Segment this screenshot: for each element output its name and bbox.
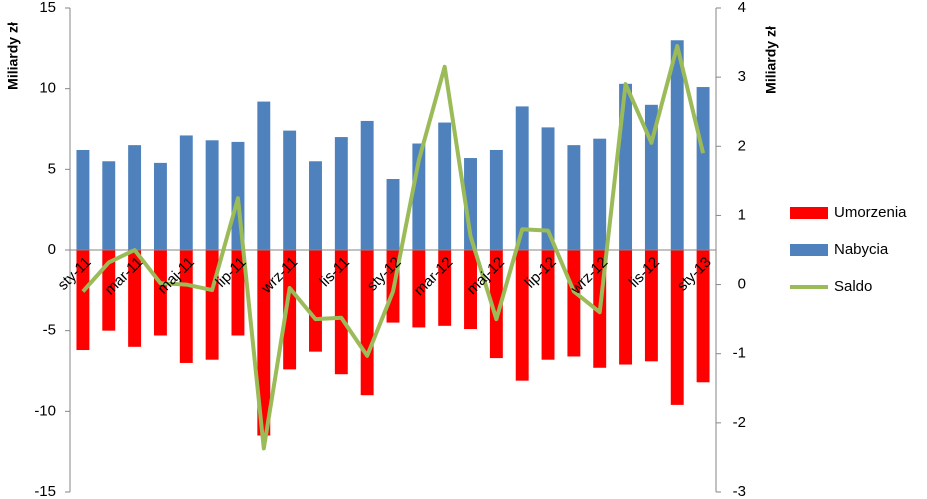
y2-tick-label: 1 bbox=[738, 206, 746, 223]
bar bbox=[128, 145, 142, 250]
bar bbox=[283, 250, 297, 370]
bar bbox=[515, 250, 529, 381]
bar bbox=[334, 137, 348, 250]
bar bbox=[489, 149, 503, 250]
bar bbox=[438, 250, 452, 326]
bar bbox=[257, 101, 271, 250]
bar bbox=[670, 250, 684, 405]
bar bbox=[644, 104, 658, 250]
bar bbox=[360, 120, 374, 250]
bar bbox=[76, 250, 90, 351]
bar bbox=[619, 250, 633, 365]
y2-tick-label: 4 bbox=[738, 0, 746, 16]
legend-label: Nabycia bbox=[834, 241, 889, 258]
bar bbox=[567, 250, 581, 357]
bar bbox=[102, 161, 116, 250]
bar bbox=[257, 250, 271, 436]
legend-label: Umorzenia bbox=[834, 204, 907, 221]
y2-axis-title: Miliardy zł bbox=[763, 26, 779, 94]
bar bbox=[205, 250, 219, 360]
bar bbox=[205, 140, 219, 250]
y-tick-label: -5 bbox=[43, 322, 56, 339]
bar bbox=[696, 87, 710, 250]
y2-tick-label: -1 bbox=[733, 345, 746, 362]
y-tick-label: 15 bbox=[39, 0, 56, 16]
bar bbox=[102, 250, 116, 331]
bar bbox=[283, 130, 297, 250]
bar bbox=[464, 250, 477, 330]
y-tick-label: -10 bbox=[34, 402, 56, 419]
bar bbox=[360, 250, 374, 396]
bar bbox=[179, 135, 193, 250]
y-axis-title: Miliardy zł bbox=[5, 22, 21, 90]
bar bbox=[644, 250, 658, 362]
y2-tick-label: 0 bbox=[738, 276, 746, 293]
bar bbox=[670, 40, 684, 251]
bar bbox=[438, 122, 452, 250]
bar bbox=[696, 250, 710, 383]
bar bbox=[153, 162, 167, 250]
bar bbox=[76, 149, 90, 250]
bar bbox=[593, 138, 607, 250]
bar bbox=[489, 250, 503, 359]
y-tick-label: 0 bbox=[48, 241, 56, 258]
bar bbox=[334, 250, 348, 375]
y-tick-label: -15 bbox=[34, 483, 56, 499]
bar bbox=[412, 250, 426, 328]
bar bbox=[153, 250, 167, 336]
legend-swatch bbox=[790, 207, 828, 219]
bar bbox=[541, 250, 555, 360]
y2-tick-label: 3 bbox=[738, 68, 746, 85]
y-tick-label: 10 bbox=[39, 80, 56, 97]
y2-tick-label: -2 bbox=[733, 414, 746, 431]
bar bbox=[386, 179, 400, 250]
y2-tick-label: -3 bbox=[733, 483, 746, 499]
bar bbox=[309, 161, 322, 250]
legend-swatch bbox=[790, 244, 828, 256]
bar bbox=[179, 250, 193, 363]
bar bbox=[567, 145, 581, 250]
bar bbox=[515, 106, 529, 250]
bar bbox=[309, 250, 322, 352]
y2-tick-label: 2 bbox=[738, 137, 746, 154]
line bbox=[81, 44, 706, 451]
y-tick-label: 5 bbox=[48, 160, 56, 177]
legend-label: Saldo bbox=[834, 278, 872, 295]
bar bbox=[541, 127, 555, 250]
bar bbox=[128, 250, 142, 347]
bar bbox=[231, 250, 245, 336]
